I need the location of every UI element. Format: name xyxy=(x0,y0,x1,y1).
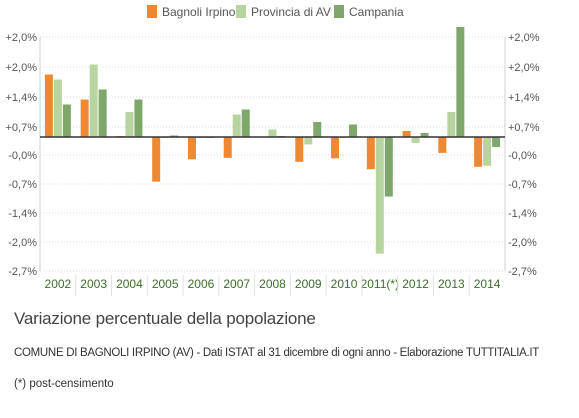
bar-campania-2007 xyxy=(241,109,250,137)
y-tick-label-left: -2,7% xyxy=(8,266,37,278)
bar-provincia-di-av-2009 xyxy=(304,137,313,145)
bar-campania-2002 xyxy=(62,104,71,137)
y-tick-label-left: -2,0% xyxy=(8,237,37,249)
bar-provincia-di-av-2008 xyxy=(268,129,277,137)
x-tick-label: 2003 xyxy=(80,277,107,291)
bar-provincia-di-av-2014 xyxy=(483,137,492,166)
x-tick-label: 2006 xyxy=(188,277,215,291)
x-tick-label: 2008 xyxy=(259,277,286,291)
y-tick-label-right: -1,4% xyxy=(508,208,537,220)
chart-caption-title: Variazione percentuale della popolazione xyxy=(14,309,316,328)
y-tick-label-right: -0,0% xyxy=(508,150,537,162)
y-tick-label-left: +2,0% xyxy=(6,32,38,44)
bar-provincia-di-av-2013 xyxy=(447,112,456,137)
y-tick-label-right: +1,4% xyxy=(508,92,540,104)
bar-bagnoli-irpino-2003 xyxy=(80,99,89,137)
bar-campania-2012 xyxy=(420,133,429,137)
bar-campania-2005 xyxy=(170,135,179,137)
x-tick-label: 2002 xyxy=(45,277,72,291)
x-tick-label: 2011(*) xyxy=(361,277,399,291)
bar-provincia-di-av-2002 xyxy=(53,79,62,137)
y-tick-label-right: +0,7% xyxy=(508,122,540,134)
x-tick-label: 2007 xyxy=(223,277,250,291)
bar-bagnoli-irpino-2007 xyxy=(223,137,232,158)
legend-swatch xyxy=(334,5,344,18)
chart-caption-source: COMUNE DI BAGNOLI IRPINO (AV) - Dati IST… xyxy=(14,347,540,359)
legend-label: Provincia di AV xyxy=(251,5,331,19)
bar-provincia-di-av-2007 xyxy=(232,114,241,137)
bar-provincia-di-av-2004 xyxy=(125,112,134,137)
y-axis-left: +2,0% +2,0% +1,4% +0,7% -0,0% -0,7% -1,4% -2,0%… xyxy=(6,32,38,278)
bar-campania-2009 xyxy=(313,122,322,137)
bar-provincia-di-av-2003 xyxy=(89,64,98,137)
x-tick-label: 2004 xyxy=(116,277,143,291)
y-tick-label-right: +2,0% xyxy=(508,62,540,74)
bar-group-2002 xyxy=(44,74,71,137)
chart-caption-note: (*) post-censimento xyxy=(14,378,114,390)
y-axis-right: +2,0% +2,0% +1,4% +0,7% -0,0% -0,7% -1,4% -2,0%… xyxy=(508,32,540,278)
bar-group-2012 xyxy=(402,131,429,143)
chart-legend: Bagnoli Irpino Provincia di AV Campania xyxy=(147,5,404,19)
bar-group-2011 xyxy=(366,137,393,254)
y-tick-label-left: +0,7% xyxy=(6,122,38,134)
y-tick-label-right: -2,0% xyxy=(508,237,537,249)
y-tick-label-left: +2,0% xyxy=(6,62,38,74)
bar-bagnoli-irpino-2009 xyxy=(295,137,304,162)
x-tick-label: 2012 xyxy=(402,277,429,291)
legend-swatch xyxy=(236,5,246,18)
bar-bagnoli-irpino-2002 xyxy=(44,74,53,137)
legend-label: Campania xyxy=(349,5,404,19)
bar-bagnoli-irpino-2010 xyxy=(331,137,340,159)
bar-provincia-di-av-2012 xyxy=(411,137,420,143)
bar-bagnoli-irpino-2012 xyxy=(402,131,411,137)
bar-bagnoli-irpino-2005 xyxy=(152,137,161,182)
x-tick-label: 2005 xyxy=(152,277,179,291)
bar-campania-2003 xyxy=(98,89,107,137)
legend-item-campania: Campania xyxy=(334,5,404,19)
bar-group-2014 xyxy=(474,137,501,167)
chart-bars xyxy=(44,27,501,254)
x-axis-labels: 2002 2003 2004 2005 2006 2007 2008 2009 2010 2011… xyxy=(45,275,501,296)
bar-bagnoli-irpino-2014 xyxy=(474,137,483,167)
bar-campania-2014 xyxy=(492,137,501,147)
legend-label: Bagnoli Irpino xyxy=(162,5,236,19)
y-tick-label-right: +2,0% xyxy=(508,32,540,44)
bar-group-2007 xyxy=(223,109,250,158)
y-tick-label-left: +1,4% xyxy=(6,92,38,104)
x-tick-label: 2013 xyxy=(438,277,465,291)
bar-bagnoli-irpino-2006 xyxy=(187,137,196,160)
y-tick-label-left: -0,0% xyxy=(8,150,37,162)
x-tick-label: 2014 xyxy=(474,277,501,291)
bar-campania-2010 xyxy=(349,124,358,137)
y-tick-label-left: -1,4% xyxy=(8,208,37,220)
y-tick-label-right: -0,7% xyxy=(508,179,537,191)
y-tick-label-left: -0,7% xyxy=(8,179,37,191)
x-tick-label: 2010 xyxy=(331,277,358,291)
bar-provincia-di-av-2011 xyxy=(375,137,384,254)
legend-swatch xyxy=(147,5,157,18)
bar-bagnoli-irpino-2013 xyxy=(438,137,447,153)
bar-campania-2011 xyxy=(384,137,393,197)
bar-group-2009 xyxy=(295,122,322,162)
chart-grid xyxy=(39,36,506,272)
bar-group-2005 xyxy=(152,135,179,182)
bar-group-2013 xyxy=(438,27,465,153)
bar-group-2004 xyxy=(116,99,143,137)
legend-item-provincia-di-av: Provincia di AV xyxy=(236,5,331,19)
bar-group-2006 xyxy=(187,137,214,160)
x-tick-label: 2009 xyxy=(295,277,322,291)
bar-group-2003 xyxy=(80,64,107,137)
population-change-chart: Bagnoli Irpino Provincia di AV Campania +2… xyxy=(6,5,540,296)
bar-campania-2004 xyxy=(134,99,143,137)
legend-item-bagnoli-irpino: Bagnoli Irpino xyxy=(147,5,236,19)
bar-bagnoli-irpino-2011 xyxy=(366,137,375,170)
bar-campania-2013 xyxy=(456,27,465,137)
bar-group-2010 xyxy=(331,124,358,159)
y-tick-label-right: -2,7% xyxy=(508,266,537,278)
